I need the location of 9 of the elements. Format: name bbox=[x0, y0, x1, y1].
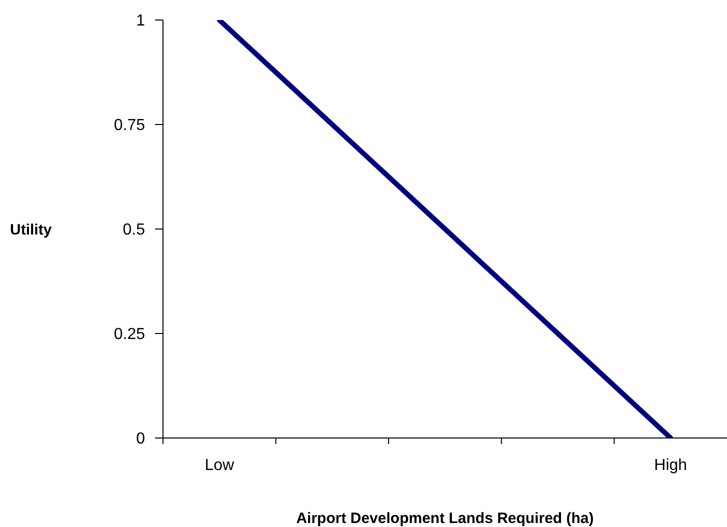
y-tick-label: 0.75 bbox=[114, 117, 146, 134]
x-tick-label: Low bbox=[204, 457, 235, 474]
x-tick-label: High bbox=[654, 457, 688, 474]
x-axis-title: Airport Development Lands Required (ha) bbox=[296, 510, 594, 527]
y-tick-label: 0.25 bbox=[114, 326, 146, 344]
y-tick-label: 0 bbox=[136, 430, 146, 448]
y-tick-label: 1 bbox=[136, 12, 146, 30]
y-axis-title: Utility bbox=[10, 221, 52, 238]
y-tick-label: 0.5 bbox=[122, 222, 146, 239]
